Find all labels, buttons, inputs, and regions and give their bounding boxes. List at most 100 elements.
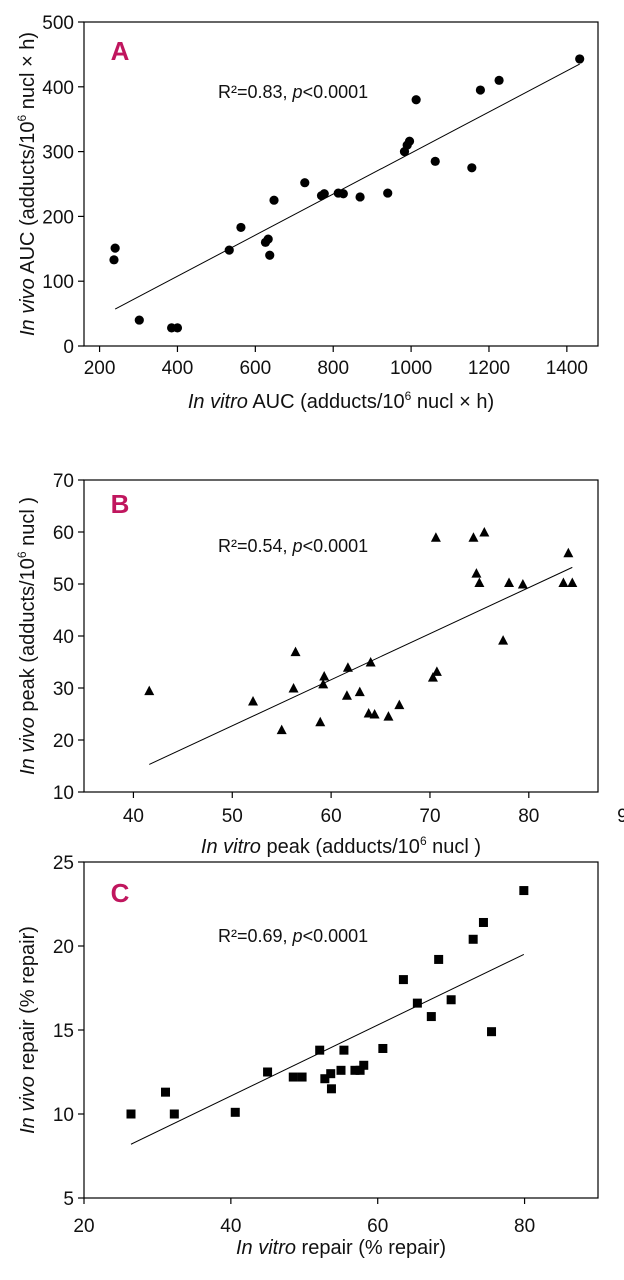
data-point [354, 686, 365, 697]
data-point [517, 579, 528, 589]
data-point [434, 954, 444, 964]
y-tick-label: 300 [42, 143, 74, 164]
data-point [494, 75, 504, 85]
x-axis-label-superscript: 6 [405, 389, 412, 403]
p-italic-text: p [292, 926, 303, 946]
x-axis-label-superscript: 6 [420, 834, 427, 848]
data-point [276, 724, 287, 735]
data-point [426, 1012, 436, 1022]
y-tick-label: 10 [53, 1105, 74, 1126]
data-point [430, 156, 440, 166]
y-tick-label: 100 [42, 272, 74, 293]
p-italic-text: p [292, 82, 303, 102]
y-tick-label: 400 [42, 78, 74, 99]
x-axis-label-text: AUC (adducts/10 [248, 391, 405, 413]
y-axis-label-text: AUC (adducts/10 [17, 121, 39, 278]
y-axis-label-italic: In vivo [17, 278, 39, 336]
data-point [487, 1027, 497, 1037]
data-point [359, 1060, 369, 1070]
y-axis-label: In vivo peak (adducts/106 nucl ) [15, 497, 39, 775]
data-point [169, 1109, 179, 1119]
regression-line [149, 566, 573, 765]
x-tick-label: 60 [367, 1216, 388, 1237]
data-point [504, 577, 515, 587]
panel-b-chart: 40 50 60 70 80 90 10 20 30 40 50 60 70 In vitro peak … [15, 471, 624, 858]
data-point [369, 709, 380, 719]
y-axis-label-text: peak (adducts/10 [17, 558, 39, 717]
x-tick-label: 400 [162, 358, 194, 379]
x-axis-label-italic: In vitro [201, 836, 261, 858]
data-point [319, 671, 330, 681]
x-axis-label-tail: nucl ) [427, 836, 481, 858]
data-point [365, 657, 376, 667]
data-point [297, 1072, 307, 1082]
data-point [427, 672, 438, 682]
panel-label: C [111, 878, 130, 908]
y-tick-label: 30 [53, 679, 74, 700]
data-point [263, 1067, 273, 1077]
data-point [269, 195, 279, 205]
data-point [263, 234, 273, 244]
data-point [319, 189, 329, 199]
data-point [558, 577, 569, 587]
y-tick-label: 40 [53, 627, 74, 648]
x-axis-label-text: repair (% repair) [296, 1237, 446, 1259]
x-tick-label: 80 [514, 1216, 535, 1237]
x-tick-label: 70 [419, 806, 440, 827]
y-tick-label: 60 [53, 523, 74, 544]
y-tick-label: 50 [53, 575, 74, 596]
x-axis-label-italic: In vitro [236, 1237, 296, 1259]
y-tick-label: 5 [63, 1189, 74, 1210]
data-point [109, 255, 119, 265]
y-tick-label: 10 [53, 783, 74, 804]
x-tick-label: 60 [321, 806, 342, 827]
data-point [467, 163, 477, 173]
data-point [342, 662, 353, 672]
x-tick-label: 40 [123, 806, 144, 827]
y-axis-label-italic: In vivo [17, 717, 39, 775]
x-tick-label: 40 [220, 1216, 241, 1237]
x-tick-label: 1200 [468, 358, 510, 379]
stats-annotation: R²=0.69, p<0.0001 [218, 926, 368, 946]
y-tick-label: 20 [53, 731, 74, 752]
data-point [474, 577, 485, 587]
data-point [394, 699, 405, 710]
data-point [398, 975, 408, 985]
y-axis-label-superscript: 6 [15, 551, 29, 558]
data-point [498, 635, 509, 645]
y-tick-label: 70 [53, 471, 74, 492]
data-point [336, 1065, 346, 1075]
data-point [326, 1084, 336, 1094]
x-tick-label: 80 [518, 806, 539, 827]
data-point [265, 250, 275, 260]
y-axis-label-italic: In vivo [17, 1076, 39, 1134]
data-point [161, 1087, 171, 1097]
data-point [341, 690, 352, 700]
y-axis-label: In vivo AUC (adducts/106 nucl × h) [15, 32, 39, 336]
x-axis-label: In vitro repair (% repair) [236, 1237, 446, 1259]
data-point [567, 577, 578, 587]
x-tick-label: 50 [222, 806, 243, 827]
data-point [236, 222, 246, 233]
x-tick-label: 1000 [390, 358, 432, 379]
x-tick-label: 800 [317, 358, 349, 379]
panel-a-chart: 200 400 600 800 1000 1200 1400 0 100 200 300 400 500… [15, 13, 599, 413]
data-point [363, 707, 374, 718]
data-point [315, 1045, 325, 1055]
data-point [475, 85, 486, 95]
data-point [110, 243, 120, 253]
y-tick-label: 15 [53, 1021, 74, 1042]
data-point [339, 1045, 349, 1055]
data-point [430, 532, 441, 542]
data-point [326, 1069, 336, 1079]
data-point [144, 685, 155, 696]
y-axis-label-tail: nucl ) [17, 497, 39, 551]
data-point [479, 527, 490, 537]
data-point [350, 1065, 360, 1075]
y-tick-label: 20 [53, 937, 74, 958]
data-point [383, 711, 394, 721]
y-axis-label-superscript: 6 [15, 114, 29, 121]
data-point [172, 323, 183, 333]
data-point [412, 998, 422, 1008]
